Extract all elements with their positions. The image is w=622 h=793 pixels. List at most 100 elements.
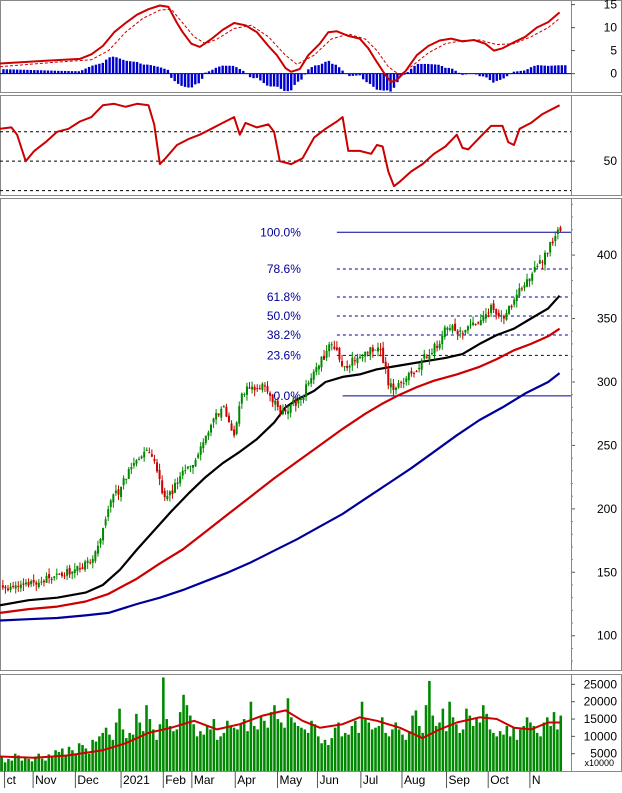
macd-histogram-bar [63, 70, 67, 74]
volume-bar [286, 698, 290, 771]
candle-body [63, 575, 66, 577]
macd-histogram-bar [560, 65, 564, 74]
macd-histogram-bar [176, 73, 180, 84]
volume-bar [37, 753, 41, 771]
volume-bar [172, 731, 175, 771]
fib-level-label: 23.6% [267, 348, 301, 362]
volume-bar [380, 717, 384, 771]
candle-body [515, 294, 518, 302]
candle-body [227, 415, 230, 423]
macd-histogram-bar [430, 64, 433, 74]
candle-body [389, 383, 392, 388]
macd-histogram-bar [334, 64, 337, 74]
macd-histogram-bar [149, 65, 152, 74]
macd-histogram-bar [81, 70, 84, 74]
candle-body [310, 378, 313, 384]
candle-body [12, 585, 15, 587]
candle-body [158, 469, 161, 480]
volume-bar [515, 739, 519, 771]
price-tick-label: 200 [597, 502, 617, 516]
volume-bar [475, 717, 478, 771]
candle-body [305, 384, 308, 397]
candle-body [197, 454, 200, 458]
candle-body [502, 316, 505, 319]
macd-tick-label: 15 [604, 0, 618, 12]
macd-histogram-bar [115, 57, 118, 74]
candle-body [132, 463, 135, 466]
volume-bar [323, 739, 327, 771]
candle-body [482, 316, 485, 321]
macd-histogram-bar [173, 73, 176, 82]
volume-bar [266, 727, 270, 771]
candle-body [528, 278, 531, 282]
x-tick-label: ct [7, 773, 17, 787]
candle-body [330, 344, 333, 346]
volume-bar [502, 734, 505, 771]
fib-level-label: 78.6% [267, 262, 301, 276]
macd-histogram-bar [355, 73, 358, 76]
candle-body [328, 344, 331, 352]
volume-bar [495, 736, 499, 771]
candle-body [428, 355, 431, 360]
macd-histogram-bar [488, 73, 492, 81]
volume-bar [61, 748, 64, 771]
candle-body [117, 489, 120, 495]
volume-bar [320, 743, 323, 771]
candle-body [91, 558, 94, 563]
volume-bar [505, 725, 509, 771]
volume-bar [0, 757, 3, 771]
macd-histogram-bar [132, 61, 135, 74]
macd-tick-label: 0 [610, 67, 617, 81]
volume-bar [185, 705, 189, 771]
candle-body [230, 423, 233, 431]
macd-histogram-bar [300, 73, 303, 80]
volume-bar [67, 746, 71, 771]
volume-bar [40, 758, 44, 771]
volume-bar [226, 720, 229, 771]
candle-body [238, 406, 241, 424]
candle-body [243, 393, 246, 395]
volume-bar [3, 762, 7, 771]
volume-bar [512, 727, 515, 771]
candle-body [472, 322, 475, 325]
volume-bar [34, 756, 37, 771]
candle-body [245, 386, 248, 395]
volume-bar [357, 732, 360, 771]
candle-body [96, 545, 99, 554]
volume-tick-label: 20000 [584, 695, 618, 709]
volume-bar [77, 743, 81, 771]
candle-body [461, 333, 464, 335]
candle-body [469, 324, 472, 326]
macd-histogram-bar [310, 67, 313, 74]
volume-bar [23, 757, 27, 771]
x-tick-label: May [280, 773, 303, 787]
candle-body [112, 494, 115, 503]
candle-body [382, 347, 385, 363]
macd-histogram-bar [39, 70, 43, 74]
candle-body [541, 261, 544, 263]
macd-histogram-bar [94, 64, 98, 74]
candle-body [446, 327, 449, 330]
volume-bar [199, 731, 202, 771]
macd-histogram-bar [529, 67, 533, 74]
macd-histogram-bar [550, 65, 553, 74]
candle-body [554, 236, 557, 242]
candle-body [281, 409, 284, 414]
volume-bar [458, 732, 461, 771]
candle-body [284, 409, 287, 412]
macd-panel-frame [0, 0, 622, 93]
volume-bar [131, 734, 135, 771]
volume-multiplier-label: x10000 [584, 758, 614, 768]
macd-histogram-bar [235, 67, 238, 74]
candle-body [86, 560, 89, 563]
candle-body [53, 576, 56, 578]
volume-bar [559, 715, 563, 771]
macd-histogram-bar [238, 68, 242, 74]
volume-bar [283, 727, 286, 771]
candle-body [433, 343, 436, 354]
macd-histogram-bar [526, 69, 529, 74]
fib-level-label: 50.0% [267, 309, 301, 323]
macd-histogram-bar [218, 66, 221, 74]
candle-body [258, 388, 261, 390]
macd-histogram-bar [413, 65, 416, 74]
